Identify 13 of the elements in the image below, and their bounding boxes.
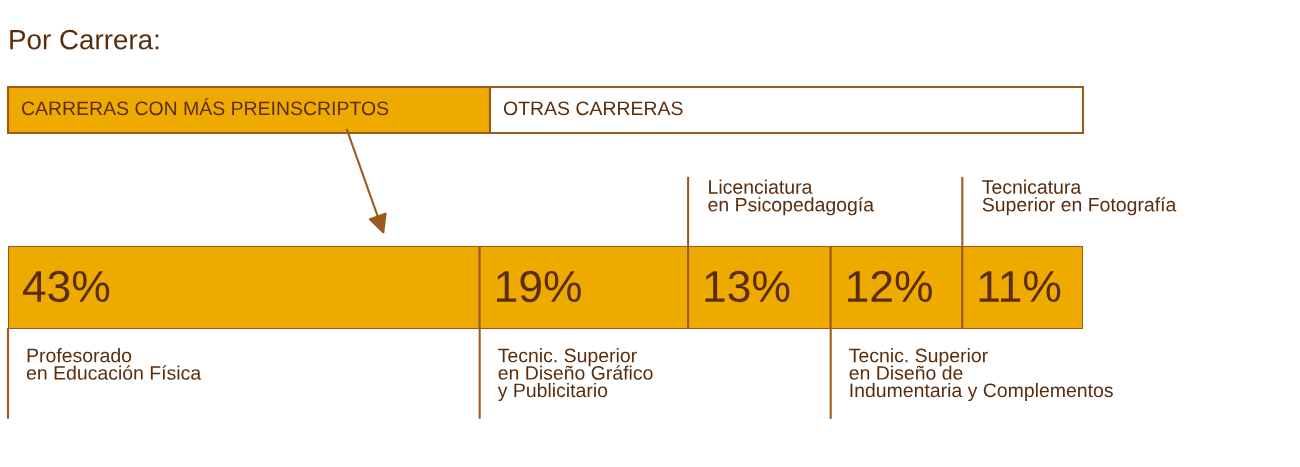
series-label: Tecnicatura Superior en Fotografía (982, 179, 1177, 216)
data-label: 13% (705, 270, 790, 303)
text: OTRAS CARRERAS (503, 101, 683, 116)
series-label: Licenciatura en Psicopedagogía (708, 179, 875, 216)
data-label: 43% (22, 270, 110, 303)
series-label: Profesorado en Educación Física (26, 348, 202, 380)
series-label: Tecnic. Superior en Diseño de Indumentaria y Complementos (849, 348, 1113, 402)
text: CARRERAS CON MÁS PREINSCRIPTOS (21, 98, 389, 116)
chart-title: Por Carrera: (10, 29, 159, 50)
data-label: 19% (496, 270, 581, 303)
series-label: Tecnic. Superior en Diseño Gráfico y Publicitario (497, 348, 653, 402)
data-label: 12% (847, 270, 932, 303)
data-label: 11% (979, 270, 1061, 303)
